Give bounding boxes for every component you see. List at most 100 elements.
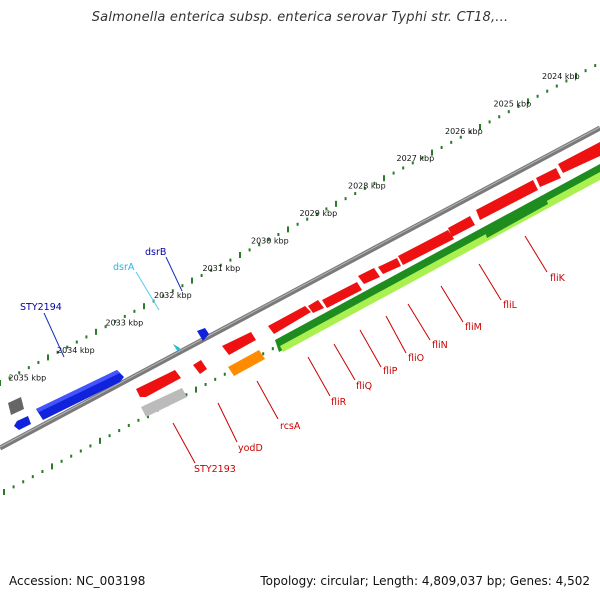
gene-label-sty2193[interactable]: STY2193 (194, 464, 236, 475)
gene-label-flik[interactable]: fliK (550, 273, 566, 284)
scale-tick (469, 130, 472, 134)
scale-tick (223, 372, 226, 376)
gene-row-red-d[interactable] (358, 268, 380, 284)
scale-tick (95, 328, 97, 335)
scale-tick (195, 386, 197, 393)
scale-label: 2027 kbp (397, 154, 435, 163)
leader-line-dsrb (165, 256, 183, 292)
scale-tick (479, 124, 481, 130)
scale-tick (79, 449, 82, 453)
leader-line-flip (359, 329, 382, 368)
scale-tick (335, 200, 337, 207)
scale-tick (287, 226, 289, 233)
scale-label: 2032 kbp (154, 291, 192, 300)
leader-line-flio (385, 315, 407, 354)
gene-label-flil[interactable]: fliL (503, 300, 518, 311)
scale-tick (271, 347, 274, 351)
gene-row-red-h[interactable] (476, 180, 538, 220)
leader-line-flir (307, 356, 331, 397)
scale-tick (89, 444, 92, 448)
scale-tick (60, 459, 63, 463)
gene-label-flip[interactable]: fliP (383, 366, 398, 377)
gene-block-gray-left[interactable] (8, 397, 24, 415)
scale-tick (488, 120, 491, 124)
gene-label-fliq[interactable]: fliQ (356, 381, 372, 392)
scale-label: 2026 kbp (445, 127, 483, 136)
gene-row-red-e[interactable] (378, 258, 401, 274)
map-title: Salmonella enterica subsp. enterica sero… (91, 10, 509, 25)
gene-row-red-i[interactable] (536, 168, 561, 187)
scale-ticks-upper (0, 64, 597, 386)
gene-sty2194-marker[interactable] (197, 328, 209, 341)
gene-label-rcsa[interactable]: rcsA (280, 421, 301, 432)
gene-row-red-a[interactable] (268, 306, 311, 334)
scale-tick (498, 115, 501, 119)
scale-tick (8, 376, 11, 380)
scale-tick (56, 350, 59, 354)
scale-tick (114, 320, 117, 324)
scale-tick (584, 69, 587, 73)
scale-tick (555, 84, 558, 88)
gene-label-dsra[interactable]: dsrA (113, 262, 135, 273)
scale-tick (99, 437, 101, 444)
scale-tick (214, 377, 217, 381)
scale-tick (296, 222, 299, 226)
scale-tick (277, 233, 280, 237)
scale-label: 2029 kbp (300, 209, 338, 218)
gene-label-sty2194[interactable]: STY2194 (20, 302, 62, 313)
scale-tick (12, 485, 15, 489)
scale-tick (517, 105, 520, 109)
gene-arrow-blue-small[interactable] (14, 416, 31, 430)
scale-tick (239, 252, 241, 258)
scale-tick (363, 186, 366, 190)
scale-tick (344, 197, 347, 201)
gene-arrow-red-2[interactable] (222, 332, 256, 355)
scale-label: 2028 kbp (348, 182, 386, 191)
scale-tick (262, 352, 265, 356)
gene-label-flio[interactable]: fliO (408, 353, 424, 364)
scale-tick (70, 454, 73, 458)
gene-label-flir[interactable]: fliR (331, 397, 347, 408)
scale-label: 2024 kbp (542, 72, 580, 81)
scale-tick (27, 366, 30, 370)
gene-arrow-blue-large[interactable] (36, 370, 124, 420)
gene-row-red-j[interactable] (558, 142, 600, 173)
scale-tick (123, 314, 126, 318)
scale-tick (41, 470, 44, 474)
scale-tick (66, 345, 69, 349)
scale-tick (3, 489, 5, 495)
cds-row-light[interactable] (280, 172, 600, 352)
scale-tick (185, 393, 188, 397)
scale-tick (118, 429, 121, 433)
gene-label-dsrb[interactable]: dsrB (145, 247, 166, 258)
gene-dsra-marker[interactable] (173, 344, 180, 352)
scale-tick (171, 289, 174, 293)
scale-label: 2031 kbp (203, 264, 241, 273)
scale-tick (47, 354, 49, 361)
leader-line-fliq (333, 343, 356, 381)
leader-line-flil (478, 263, 502, 301)
gene-arrow-red-1[interactable] (136, 370, 181, 397)
cds-row-green-2[interactable] (484, 196, 548, 238)
scale-tick (137, 418, 140, 422)
leader-line-sty2193 (172, 422, 196, 464)
scale-tick (354, 192, 357, 196)
scale-tick (325, 207, 328, 211)
gene-row-red-g[interactable] (448, 216, 475, 237)
leader-line-yodd (217, 402, 238, 443)
scale-label: 2025 kbp (494, 99, 532, 108)
scale-tick (459, 135, 462, 139)
gene-pseudo-gray[interactable] (141, 388, 187, 417)
gene-small-red[interactable] (193, 360, 207, 374)
scale-tick (22, 480, 25, 484)
gene-label-yodd[interactable]: yodD (238, 443, 263, 454)
gene-arrow-orange[interactable] (228, 350, 265, 376)
gene-label-flim[interactable]: fliM (465, 322, 482, 333)
scale-tick (440, 145, 443, 149)
gene-label-flin[interactable]: fliN (432, 340, 448, 351)
gene-row-red-b[interactable] (308, 300, 324, 313)
gene-row-red-f[interactable] (398, 230, 454, 265)
gene-row-red-c[interactable] (322, 282, 362, 308)
scale-tick (373, 181, 376, 185)
